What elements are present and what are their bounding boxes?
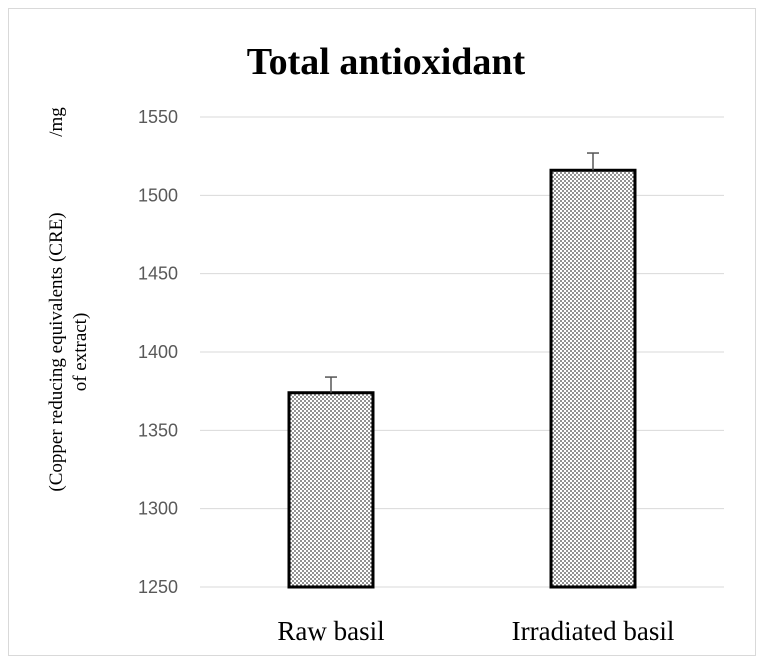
y-tick-label: 1400: [138, 342, 178, 362]
chart-title: Total antioxidant: [247, 41, 526, 83]
y-axis-unit: /mg: [46, 107, 67, 137]
y-axis-label-line1: (Copper reducing equivalents (CRE): [46, 212, 67, 491]
bars: [287, 168, 637, 589]
bar-irradiated-basil: [549, 168, 637, 589]
y-tick-label: 1550: [138, 107, 178, 127]
gridlines: [200, 116, 724, 588]
y-tick-label: 1350: [138, 420, 178, 440]
y-tick-label: 1500: [138, 185, 178, 205]
x-tick-labels: Raw basil Irradiated basil: [277, 616, 674, 646]
bar-raw-basil: [287, 391, 375, 589]
y-tick-label: 1250: [138, 577, 178, 597]
error-bars: [325, 152, 599, 393]
y-tick-label: 1300: [138, 499, 178, 519]
x-tick-label: Irradiated basil: [512, 616, 675, 646]
y-tick-label: 1450: [138, 264, 178, 284]
y-axis-label-line2: of extract): [70, 313, 91, 392]
x-tick-label: Raw basil: [277, 616, 384, 646]
y-axis-label: (Copper reducing equivalents (CRE) of ex…: [46, 212, 91, 491]
y-tick-labels: 1250 1300 1350 1400 1450 1500 1550: [138, 107, 178, 597]
y-axis-unit-label: /mg: [46, 107, 67, 137]
